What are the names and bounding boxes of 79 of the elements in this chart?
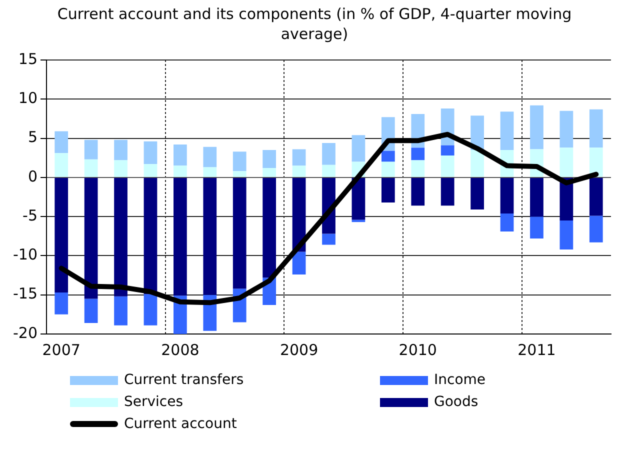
- legend-label: Current transfers: [124, 372, 244, 388]
- y-tick-label: -20: [13, 324, 38, 342]
- bar: [232, 152, 246, 172]
- bar: [203, 178, 217, 295]
- y-tick-label: -15: [13, 284, 38, 303]
- bar: [411, 160, 425, 177]
- bar: [500, 112, 514, 150]
- bar: [84, 140, 98, 160]
- bar: [470, 178, 484, 210]
- bar: [114, 296, 128, 326]
- bar: [232, 178, 246, 289]
- bar: [411, 178, 425, 206]
- bar: [174, 178, 187, 296]
- bar: [560, 110, 574, 148]
- bar: [530, 178, 544, 217]
- bar: [530, 216, 544, 238]
- bar: [292, 166, 306, 177]
- bar: [500, 213, 514, 232]
- y-tick-label: 10: [18, 89, 38, 108]
- bar: [470, 150, 484, 177]
- bar: [292, 149, 306, 166]
- bar: [322, 142, 336, 165]
- legend-label: Services: [124, 394, 184, 410]
- bar: [174, 144, 187, 166]
- bar: [352, 220, 366, 222]
- bar: [352, 135, 366, 162]
- bar: [203, 146, 217, 168]
- x-tick-label: 2010: [398, 340, 437, 359]
- bar: [54, 131, 68, 154]
- bar: [262, 168, 276, 177]
- y-tick-label: 15: [18, 50, 38, 68]
- legend-label: Goods: [434, 394, 478, 410]
- bar: [589, 148, 603, 177]
- bar: [144, 164, 158, 177]
- bar: [560, 220, 574, 250]
- y-tick-label: -10: [13, 246, 38, 264]
- bar: [560, 148, 574, 177]
- bar: [440, 156, 454, 177]
- y-tick-label: 0: [28, 167, 38, 186]
- bar: [381, 162, 395, 177]
- bar: [500, 178, 514, 214]
- bar: [203, 167, 217, 177]
- bar: [84, 159, 98, 177]
- x-tick-label: 2007: [42, 340, 80, 359]
- bar: [114, 160, 128, 177]
- bar: [322, 234, 336, 245]
- bar: [589, 109, 603, 148]
- bar: [589, 216, 603, 242]
- y-tick-label: -5: [22, 206, 38, 224]
- legend-label: Income: [434, 372, 486, 388]
- bar: [292, 252, 306, 275]
- bar: [322, 164, 336, 177]
- bar: [440, 145, 454, 156]
- bar: [54, 178, 68, 293]
- chart-title: Current account and its components (in % of GDP, 4-quarter moving average): [56, 4, 573, 45]
- bar: [411, 148, 425, 160]
- bar: [440, 178, 454, 206]
- bar: [232, 171, 246, 177]
- bar: [174, 166, 187, 177]
- bar: [381, 150, 395, 162]
- bar: [144, 294, 158, 326]
- bar: [114, 178, 128, 296]
- bar: [589, 178, 603, 216]
- x-tick-label: 2011: [518, 340, 556, 359]
- bar: [530, 105, 544, 150]
- bar: [84, 298, 98, 324]
- bar: [262, 150, 276, 168]
- legend-label: Current account: [124, 416, 237, 432]
- bar: [262, 178, 276, 278]
- x-tick-label: 2009: [280, 340, 318, 359]
- bar: [54, 153, 68, 177]
- x-tick-label: 2008: [161, 340, 200, 359]
- bar: [144, 178, 158, 294]
- bar: [381, 178, 395, 202]
- bar: [84, 178, 98, 299]
- bar: [54, 292, 68, 314]
- bar: [114, 140, 128, 160]
- y-tick-label: 5: [28, 128, 38, 146]
- bar: [144, 141, 158, 164]
